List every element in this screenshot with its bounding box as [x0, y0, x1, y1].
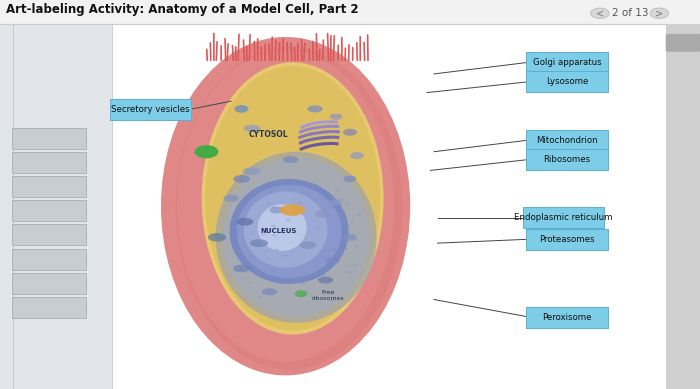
Text: Golgi apparatus: Golgi apparatus — [533, 58, 601, 67]
Text: Proteasomes: Proteasomes — [539, 235, 595, 244]
Text: Lysosome: Lysosome — [546, 77, 588, 86]
Text: NUCLEUS: NUCLEUS — [260, 228, 297, 235]
Text: Free
ribosomes: Free ribosomes — [312, 290, 344, 301]
Text: >: > — [655, 8, 664, 18]
Text: Art-labeling Activity: Anatomy of a Model Cell, Part 2: Art-labeling Activity: Anatomy of a Mode… — [6, 3, 358, 16]
Text: Peroxisome: Peroxisome — [542, 312, 592, 322]
Text: Secretory vesicles: Secretory vesicles — [111, 105, 190, 114]
Text: CYTOSOL: CYTOSOL — [248, 130, 288, 139]
Text: 2 of 13: 2 of 13 — [612, 8, 648, 18]
Text: Mitochondrion: Mitochondrion — [536, 135, 598, 145]
Text: Endoplasmic reticulum: Endoplasmic reticulum — [514, 213, 612, 223]
Text: <: < — [596, 8, 604, 18]
Text: Ribosomes: Ribosomes — [543, 155, 591, 164]
